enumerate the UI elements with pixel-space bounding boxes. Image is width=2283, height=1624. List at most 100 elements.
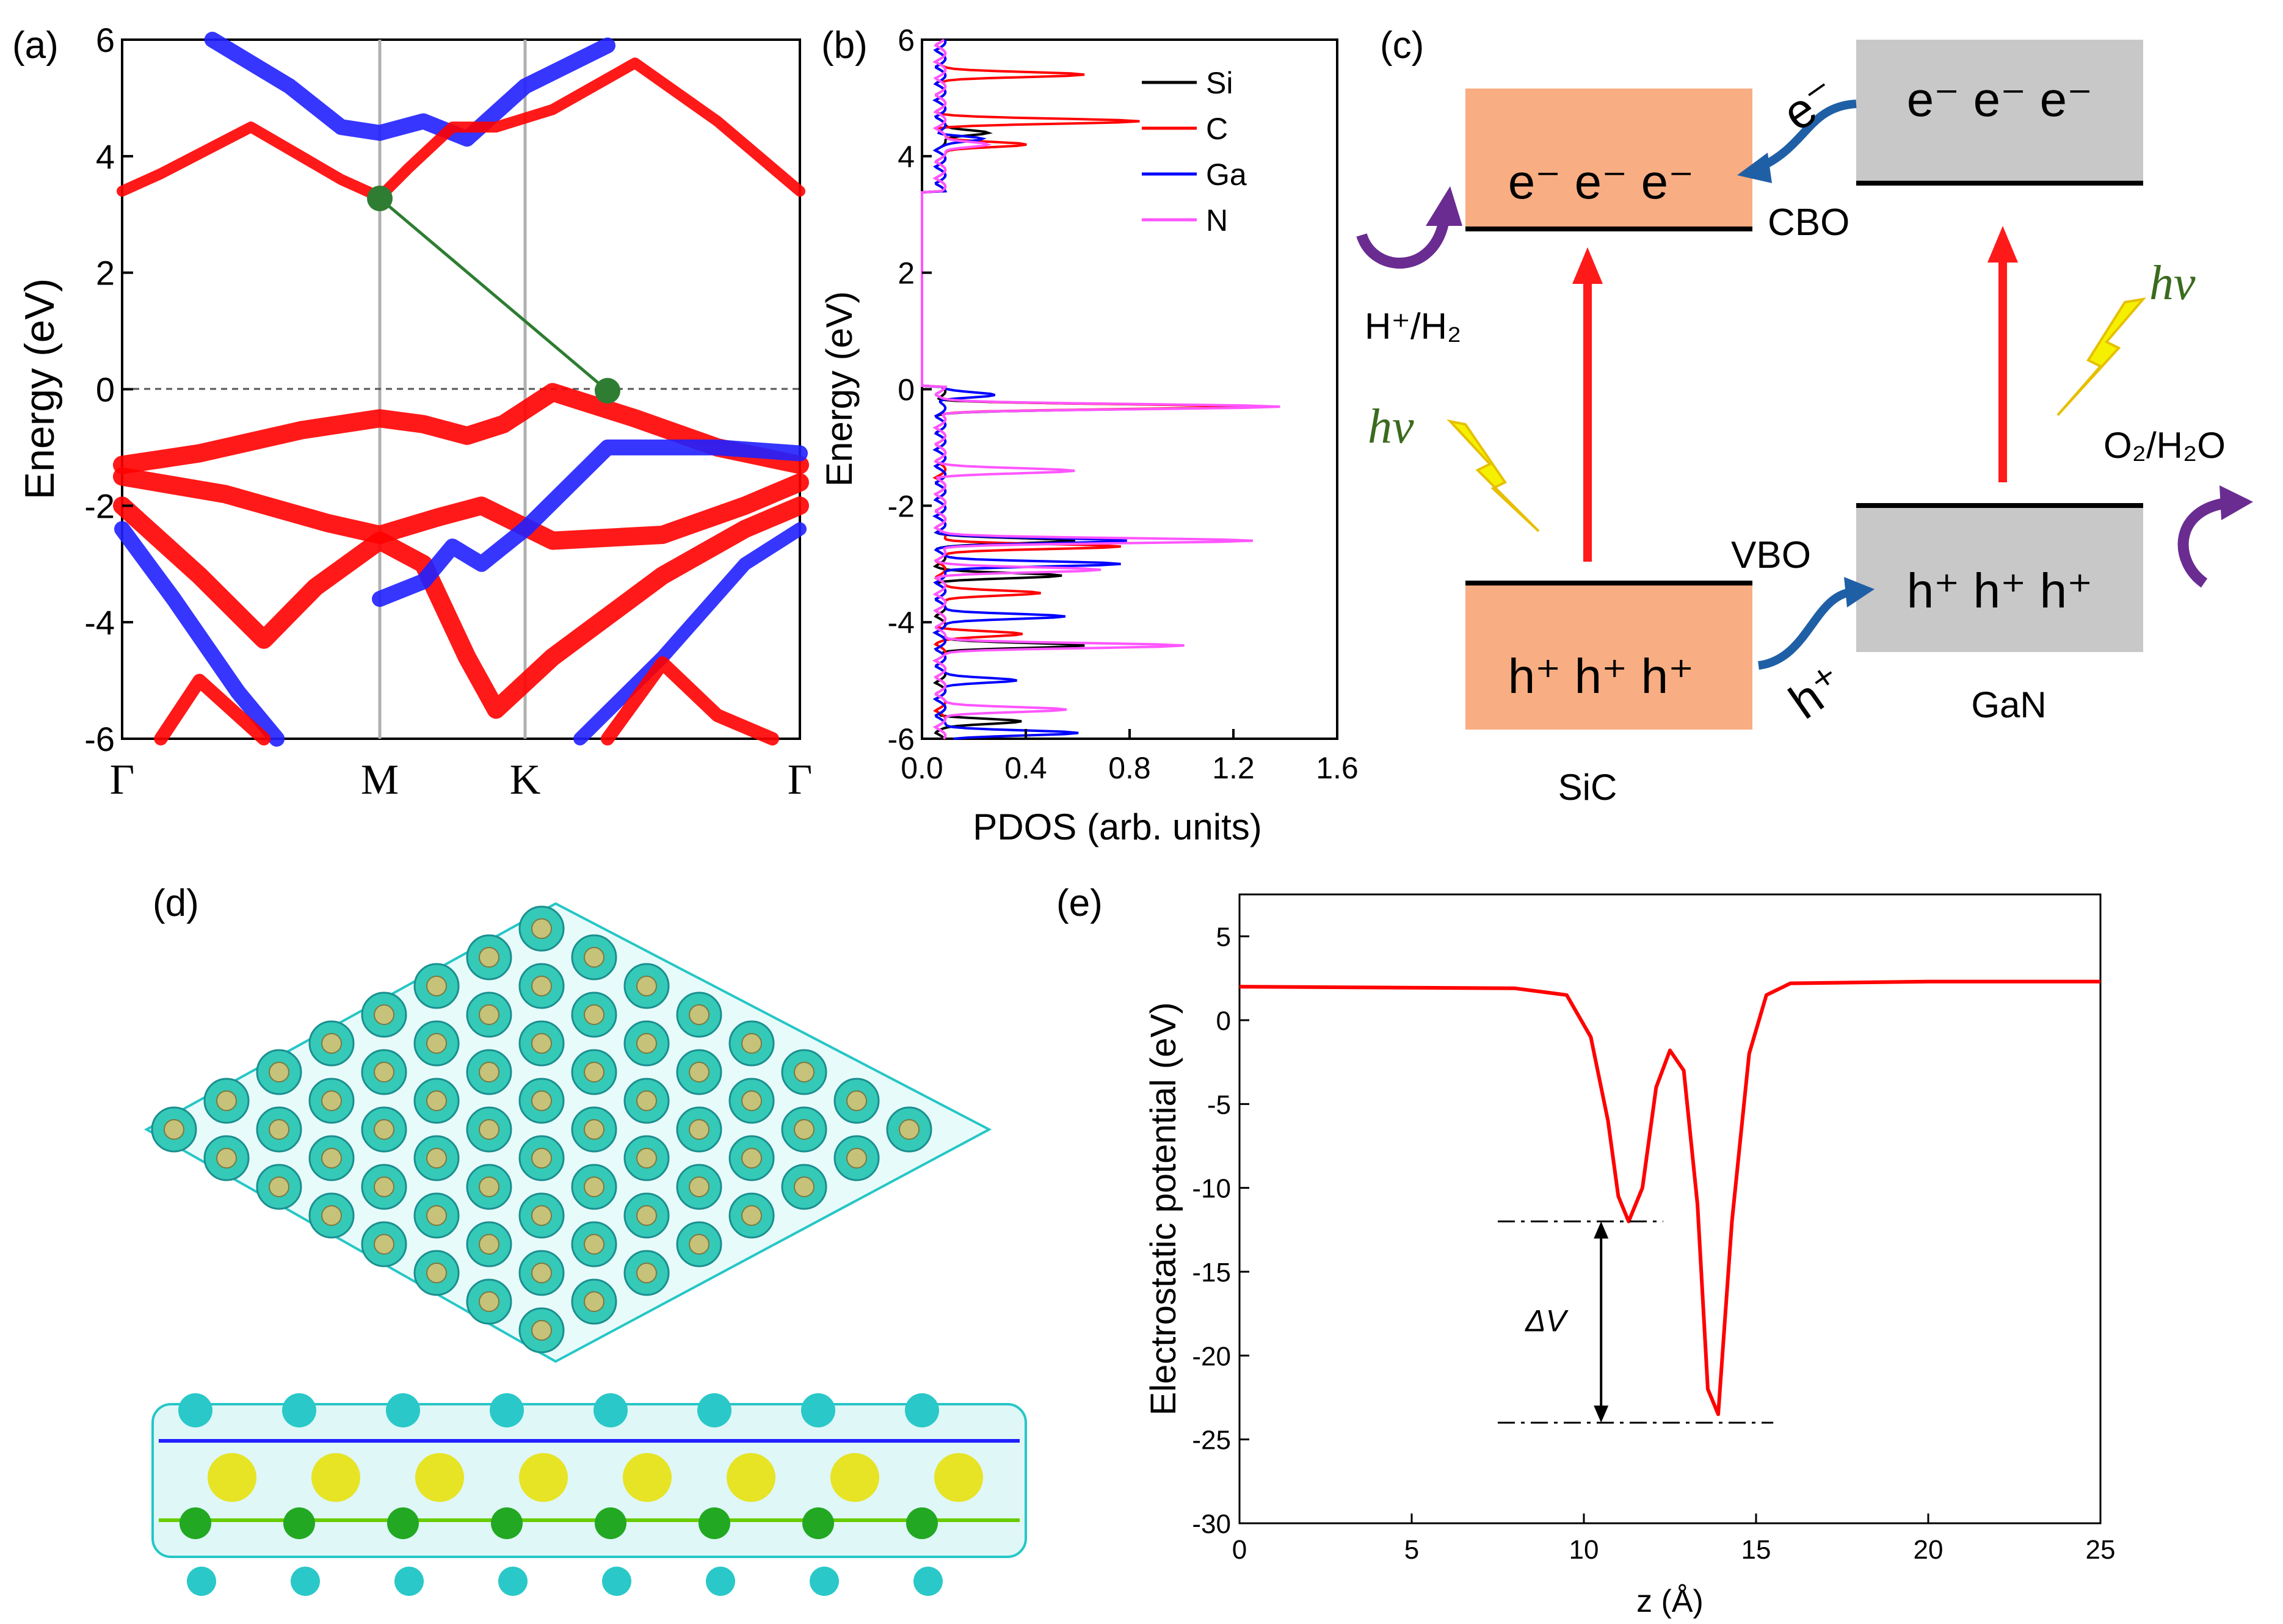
pdos-legend-label-Ga: Ga <box>1206 158 1247 192</box>
atom-ga <box>180 1507 211 1539</box>
sic-cb-box <box>1465 89 1752 229</box>
atom-site <box>531 1320 552 1341</box>
pdos-line-C <box>921 38 1241 740</box>
panel-label-e: (e) <box>1056 882 1103 924</box>
sic-excitation-arrowhead <box>1572 247 1603 284</box>
atom-site <box>321 1148 342 1169</box>
atom-site <box>164 1119 184 1140</box>
pdos-line-N <box>921 38 1280 740</box>
atom-site <box>689 1062 710 1082</box>
sic-label: SiC <box>1558 767 1617 808</box>
charge-density-side-view <box>151 1393 1027 1596</box>
atom-site <box>741 1033 762 1054</box>
atom-site <box>636 1033 657 1054</box>
atom-site <box>636 976 657 996</box>
pdos-legend-label-C: C <box>1206 112 1228 146</box>
band-y-ticks: -6 -4 -2 0 2 4 6 <box>84 21 133 758</box>
light-bolt-left-icon <box>1446 419 1540 532</box>
atom-site <box>636 1205 657 1226</box>
charge-lobe-mid <box>415 1453 464 1502</box>
potential-curve <box>1239 979 2100 1416</box>
atom-site <box>479 1119 499 1140</box>
charge-lobe-top <box>490 1393 524 1427</box>
atom-site <box>741 1090 762 1111</box>
atom-site <box>794 1176 815 1197</box>
potential-y-ticks: 5 0 -5 -10 -15 -20 -25 -30 <box>1192 923 1249 1539</box>
charge-lobe-mid <box>519 1453 568 1502</box>
charge-lobe-mid <box>311 1453 360 1502</box>
atom-site <box>741 1148 762 1169</box>
potential-y-tick-label: -20 <box>1192 1341 1231 1371</box>
pdos-legend: Si C Ga N <box>1142 66 1247 237</box>
potential-x-tick-label: 0 <box>1232 1535 1247 1565</box>
atom-site <box>426 976 447 996</box>
atom-site <box>374 1004 394 1025</box>
charge-lobe-bottom <box>187 1567 216 1596</box>
atom-site <box>531 976 552 996</box>
charge-lobe-bottom <box>810 1567 839 1596</box>
band-alignment-diagram: e⁻ e⁻ e⁻ e⁻ e⁻ e⁻ h⁺ h⁺ h⁺ h⁺ h⁺ h⁺ e⁻ h… <box>1356 40 2253 808</box>
atom-ga <box>491 1507 523 1539</box>
atom-site <box>269 1119 289 1140</box>
band-line <box>113 383 809 474</box>
sic-electrons: e⁻ e⁻ e⁻ <box>1508 154 1694 209</box>
charge-lobe-mid <box>208 1453 256 1502</box>
panel-label-c: (c) <box>1380 24 1424 67</box>
atom-site <box>269 1176 289 1197</box>
pdos-x-tick-label: 0.4 <box>1004 751 1047 785</box>
atom-site <box>426 1033 447 1054</box>
panel-label-d: (d) <box>153 882 199 924</box>
pdos-x-axis-label: PDOS (arb. units) <box>973 807 1261 847</box>
charge-lobe-bottom <box>706 1567 735 1596</box>
side-view-slab <box>151 1403 1027 1558</box>
band-k-label: K <box>510 756 541 803</box>
band-line <box>113 467 809 550</box>
atom-site <box>374 1119 394 1140</box>
reduction-curve-arrow <box>1356 219 1450 269</box>
atom-site <box>374 1062 394 1082</box>
band-line <box>601 656 779 745</box>
band-line <box>117 57 805 203</box>
atom-site <box>689 1119 710 1140</box>
atom-site <box>689 1234 710 1255</box>
hole-transfer-arrow <box>1757 588 1851 670</box>
atom-site <box>846 1148 867 1169</box>
pdos-x-tick-label: 1.6 <box>1316 751 1359 785</box>
atom-site <box>426 1148 447 1169</box>
pdos-lines <box>921 38 1280 740</box>
atom-ga <box>699 1507 730 1539</box>
electron-transfer-label: e⁻ <box>1773 67 1847 142</box>
charge-lobe-top <box>178 1393 212 1427</box>
atom-site <box>636 1263 657 1283</box>
atom-site <box>479 1004 499 1025</box>
pdos-y-tick-label: 6 <box>898 23 915 57</box>
band-line <box>372 439 808 607</box>
potential-y-tick-label: -15 <box>1192 1258 1231 1288</box>
atom-site <box>636 1148 657 1169</box>
atom-site <box>531 1090 552 1111</box>
reduction-label: H⁺/H₂ <box>1365 306 1461 347</box>
electron-transfer-arrowhead <box>1737 153 1772 183</box>
atom-ga <box>802 1507 834 1539</box>
band-line <box>154 673 271 745</box>
band-y-tick-label: 0 <box>96 371 115 409</box>
atom-site <box>689 1004 710 1025</box>
atom-site <box>216 1090 237 1111</box>
sic-vb-box <box>1465 583 1752 730</box>
charge-lobe-top <box>282 1393 316 1427</box>
oxidation-label: O₂/H₂O <box>2103 425 2226 466</box>
charge-lobe-top <box>386 1393 420 1427</box>
potential-line <box>1239 979 2100 1416</box>
atom-site <box>426 1205 447 1226</box>
pdos-y-tick-label: -6 <box>888 722 915 756</box>
oxidation-curve-arrow <box>2177 498 2224 588</box>
atom-site <box>531 1033 552 1054</box>
atom-site <box>479 1176 499 1197</box>
charge-lobe-top <box>905 1393 939 1427</box>
atom-site <box>216 1148 237 1169</box>
pdos-y-tick-label: -4 <box>888 606 915 640</box>
panel-label-a: (a) <box>12 24 59 67</box>
gan-label: GaN <box>1971 684 2046 725</box>
potential-plot-frame <box>1238 893 2102 1524</box>
